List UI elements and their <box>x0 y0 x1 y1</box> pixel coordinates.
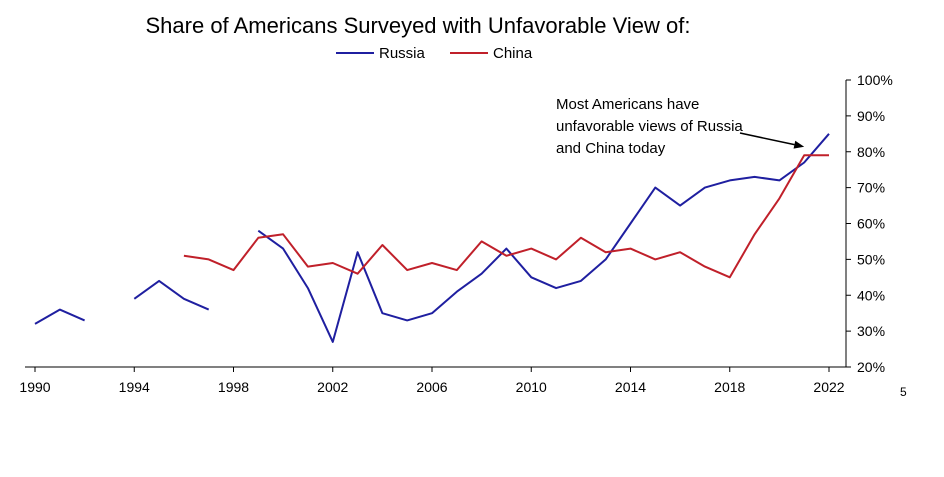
y-tick-label: 50% <box>857 251 885 267</box>
annotation-line-2: unfavorable views of Russia <box>556 118 743 135</box>
series-layer <box>34 133 830 343</box>
y-tick-label: 60% <box>857 216 885 232</box>
annotation-line-3: and China today <box>556 140 666 157</box>
x-tick-label: 2006 <box>416 379 447 395</box>
y-tick-label: 70% <box>857 180 885 196</box>
y-tick-label: 80% <box>857 144 885 160</box>
y-tick-label: 30% <box>857 323 885 339</box>
y-tick-label: 100% <box>857 72 893 88</box>
x-tick-label: 2010 <box>516 379 547 395</box>
x-tick-label: 2022 <box>813 379 844 395</box>
x-tick-label: 2002 <box>317 379 348 395</box>
x-tick-label: 2014 <box>615 379 646 395</box>
x-tick-label: 1998 <box>218 379 249 395</box>
chart-title: Share of Americans Surveyed with Unfavor… <box>146 13 691 38</box>
annotation-arrow <box>739 132 795 146</box>
y-tick-label: 90% <box>857 108 885 124</box>
x-tick-label: 1994 <box>119 379 150 395</box>
annotation-arrow-head <box>793 140 805 149</box>
series-line-china <box>183 154 829 279</box>
x-axis-ticks: 1990 1994 1998 2002 2006 2010 2014 2018 2022 <box>19 367 845 395</box>
x-tick-label: 1990 <box>19 379 50 395</box>
y-tick-label: 20% <box>857 359 885 375</box>
chart-legend: Russia China <box>336 45 533 62</box>
x-tick-label: 2018 <box>714 379 745 395</box>
series-line-russia <box>34 308 85 325</box>
page-number: 5 <box>900 385 907 399</box>
y-tick-label: 40% <box>857 287 885 303</box>
annotation-line-1: Most Americans have <box>556 96 699 113</box>
legend-label-china: China <box>493 45 533 62</box>
annotation: Most Americans have unfavorable views of… <box>556 96 805 157</box>
series-line-russia <box>257 133 830 343</box>
series-line-russia <box>133 279 210 311</box>
legend-label-russia: Russia <box>379 45 426 62</box>
y-axis-ticks: 20% 30% 40% 50% 60% 70% 80% 90% 100% <box>846 72 893 375</box>
